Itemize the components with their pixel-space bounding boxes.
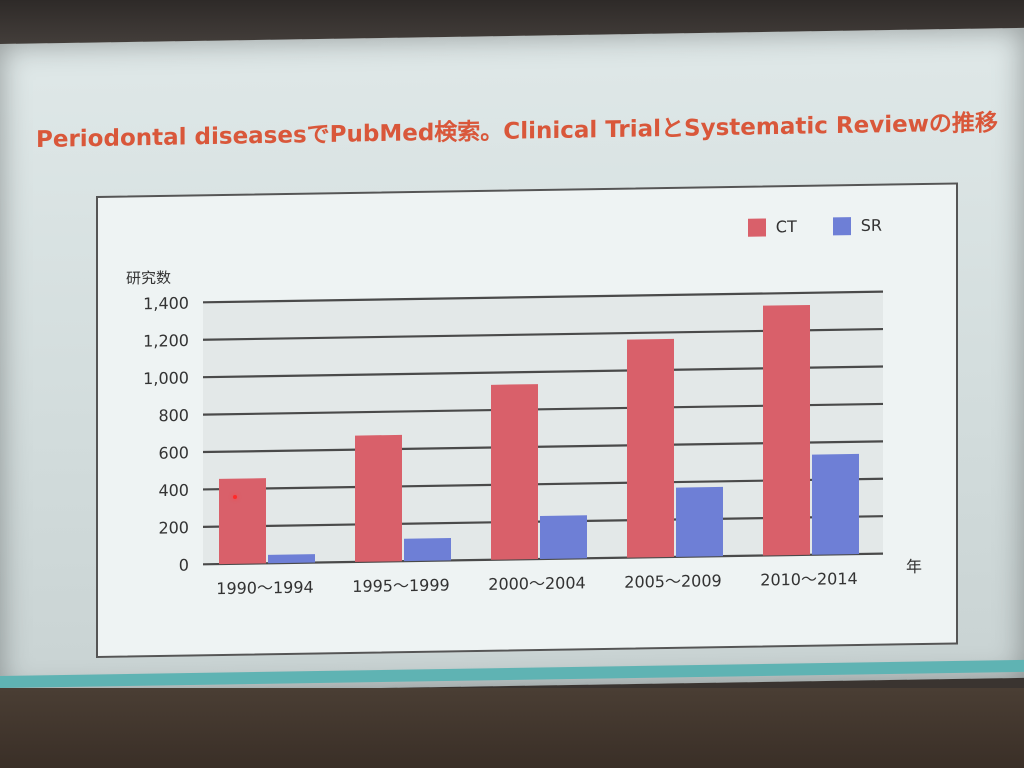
bar-sr [404,537,451,562]
legend-label-sr: SR [860,215,882,235]
room-background-bottom [0,688,1024,768]
x-tick-label: 2005〜2009 [624,571,721,592]
x-tick-label: 1995〜1999 [352,575,449,596]
y-tick-label: 1,400 [143,294,189,314]
bar-ct [627,338,674,558]
chart-frame: 0 200 400 600 800 1,000 1,200 1,400 1990〜1994 199… [96,182,958,658]
gridline [203,290,883,304]
bar-sr [676,486,723,557]
bar-ct [763,304,810,556]
chart-legend: CT SR [720,216,882,238]
laser-pointer-dot [233,495,237,499]
y-tick-label: 400 [158,481,189,500]
legend-item-ct: CT [747,216,797,237]
y-tick-label: 1,000 [143,368,189,388]
y-axis-label: 研究数 [126,268,172,288]
y-tick-label: 800 [158,406,189,425]
bar-ct [219,478,266,565]
y-tick-label: 200 [158,518,189,537]
bar-chart: 0 200 400 600 800 1,000 1,200 1,400 1990〜1994 199… [143,290,883,599]
legend-item-sr: SR [832,215,882,236]
bar-sr [540,515,587,560]
legend-label-ct: CT [775,216,797,237]
x-tick-label: 1990〜1994 [216,578,313,599]
x-tick-label: 2000〜2004 [488,573,585,594]
y-tick-label: 0 [179,556,189,575]
x-tick-label: 2010〜2014 [760,569,857,590]
legend-swatch-ct [747,217,766,237]
bar-ct [491,384,538,560]
legend-swatch-sr [832,216,851,235]
bar-sr [268,554,315,564]
y-tick-label: 1,200 [143,331,189,351]
y-tick-label: 600 [158,443,189,462]
bar-ct [355,434,402,562]
x-axis-unit-label: 年 [906,557,923,577]
bar-sr [812,453,859,555]
